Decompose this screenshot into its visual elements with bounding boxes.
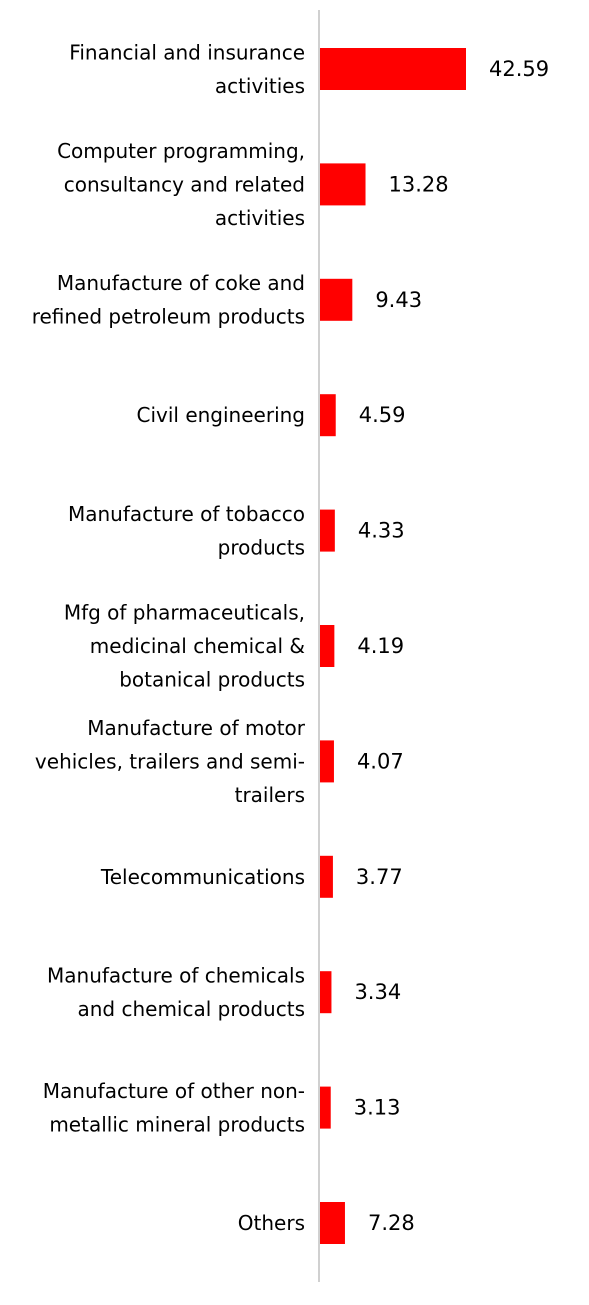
value-label-8: 3.34: [354, 980, 401, 1004]
category-label-3-line-0: Civil engineering: [137, 403, 306, 427]
value-label-10: 7.28: [368, 1211, 415, 1235]
category-label-5-line-1: medicinal chemical &: [90, 634, 305, 658]
bar-0: [320, 48, 466, 90]
value-label-3: 4.59: [359, 403, 406, 427]
category-label-5-line-0: Mfg of pharmaceuticals,: [64, 601, 305, 625]
category-label-5: Mfg of pharmaceuticals, medicinal chemica…: [64, 601, 305, 692]
value-label-9: 3.13: [354, 1096, 401, 1120]
category-label-1-line-2: activities: [215, 206, 305, 230]
category-label-0-line-1: activities: [215, 74, 305, 98]
category-label-1-line-1: consultancy and related: [64, 172, 305, 196]
value-label-0: 42.59: [489, 57, 549, 81]
category-label-7: Telecommunications: [100, 865, 305, 889]
category-label-3: Civil engineering: [137, 403, 306, 427]
category-label-10-line-0: Others: [238, 1211, 305, 1235]
bar-5: [320, 625, 335, 667]
value-labels-group: 42.59 13.28 9.43 4.59 4.33 4.19 4.07 3.77 3.34 3.…: [354, 57, 549, 1235]
category-label-6-line-0: Manufacture of motor: [87, 716, 306, 740]
category-label-7-line-0: Telecommunications: [100, 865, 305, 889]
category-label-1: Computer programming, consultancy and rel…: [57, 139, 305, 230]
value-label-7: 3.77: [356, 865, 403, 889]
category-label-8-line-0: Manufacture of chemicals: [47, 963, 305, 987]
category-label-10: Others: [238, 1211, 305, 1235]
category-label-0-line-0: Financial and insurance: [69, 40, 305, 64]
category-label-8-line-1: and chemical products: [77, 997, 305, 1021]
category-label-6-line-2: trailers: [235, 783, 305, 807]
category-label-1-line-0: Computer programming,: [57, 139, 305, 163]
category-label-4-line-1: products: [218, 535, 305, 559]
value-label-1: 13.28: [389, 172, 449, 196]
category-label-8: Manufacture of chemicals and chemical pro…: [47, 963, 305, 1021]
category-label-4: Manufacture of tobacco products: [68, 502, 305, 560]
category-label-5-line-2: botanical products: [119, 668, 305, 692]
value-label-4: 4.33: [358, 519, 405, 543]
bar-9: [320, 1086, 331, 1129]
bar-1: [320, 163, 366, 206]
category-label-9-line-1: metallic mineral products: [49, 1112, 305, 1136]
bar-8: [320, 971, 332, 1014]
value-label-5: 4.19: [357, 634, 404, 658]
category-label-9-line-0: Manufacture of other non-: [43, 1079, 305, 1103]
category-label-6: Manufacture of motor vehicles, trailers a…: [35, 716, 306, 807]
category-label-2-line-0: Manufacture of coke and: [57, 271, 305, 295]
bar-6: [320, 740, 334, 783]
bar-2: [320, 278, 353, 321]
value-label-2: 9.43: [375, 288, 422, 312]
category-label-6-line-1: vehicles, trailers and semi-: [35, 749, 305, 773]
category-label-4-line-0: Manufacture of tobacco: [68, 502, 305, 526]
category-label-2-line-1: refined petroleum products: [32, 305, 305, 329]
bar-3: [320, 394, 336, 437]
category-labels-group: Financial and insurance activitiesCompute…: [32, 40, 306, 1235]
bar-7: [320, 855, 333, 898]
category-label-0: Financial and insurance activities: [69, 40, 305, 98]
category-label-9: Manufacture of other non-metallic minera…: [43, 1079, 305, 1137]
value-label-6: 4.07: [357, 749, 404, 773]
bar-10: [320, 1202, 345, 1244]
bars-group: [320, 48, 466, 1244]
category-label-2: Manufacture of coke and refined petroleum…: [32, 271, 305, 329]
bar-4: [320, 509, 335, 552]
